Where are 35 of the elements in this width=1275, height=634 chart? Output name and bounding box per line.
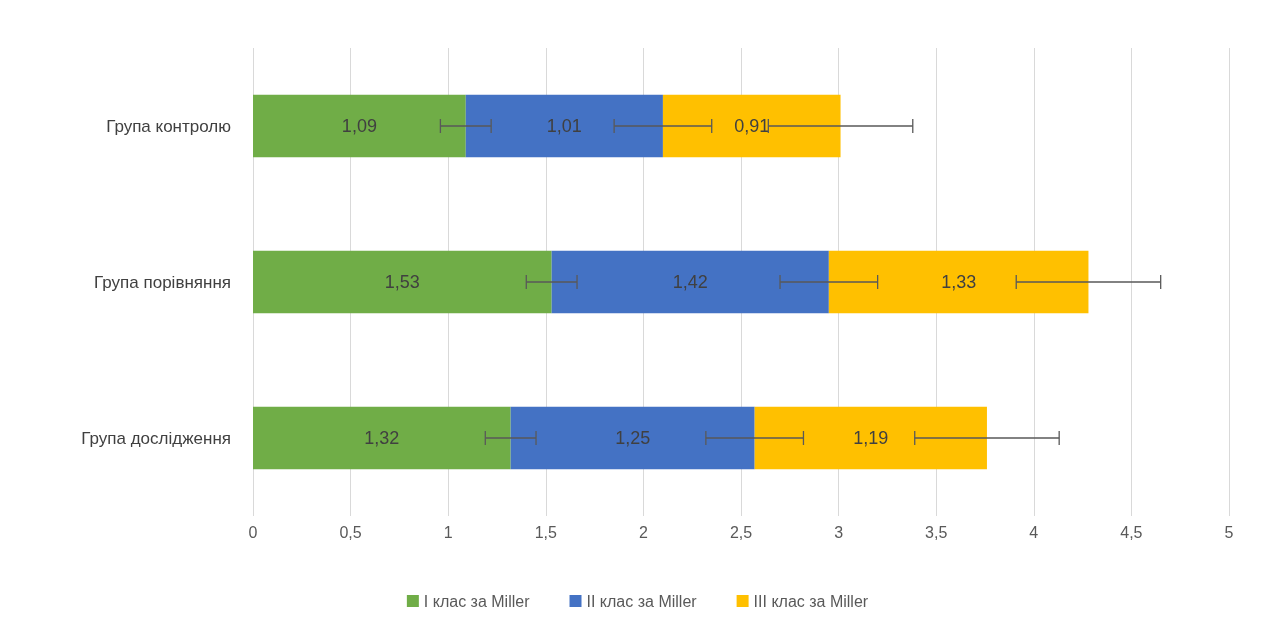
y-tick-label: Група контролю (106, 116, 232, 136)
x-tick-label: 2 (638, 523, 648, 541)
data-label: 1,53 (384, 272, 420, 292)
data-label: 1,25 (615, 428, 651, 448)
data-label: 0,91 (734, 116, 770, 136)
data-label: 1,01 (546, 116, 582, 136)
bar (510, 406, 755, 470)
bar (754, 406, 987, 470)
x-tick-label: 5 (1224, 523, 1234, 541)
y-tick-label: Група дослідження (81, 428, 231, 448)
legend-label: I клас за Miller (423, 592, 531, 610)
data-label: 1,19 (853, 428, 889, 448)
x-tick-label: 4 (1029, 523, 1039, 541)
bar (828, 250, 1089, 314)
x-tick-label: 0 (248, 523, 258, 541)
legend-label: III клас за Miller (753, 592, 869, 610)
x-tick-label: 3,5 (925, 523, 948, 541)
data-label: 1,32 (364, 428, 400, 448)
bar (662, 94, 841, 158)
bar (253, 406, 511, 470)
x-tick-label: 1,5 (534, 523, 558, 541)
y-tick-label: Група порівняння (94, 272, 231, 292)
x-tick-label: 0,5 (339, 523, 362, 541)
legend-label: II клас за Miller (586, 592, 698, 610)
x-tick-label: 2,5 (729, 523, 753, 541)
data-label: 1,42 (672, 272, 708, 292)
bar (253, 250, 552, 314)
x-tick-label: 1 (443, 523, 453, 541)
x-tick-label: 4,5 (1120, 523, 1143, 541)
bar (465, 94, 663, 158)
bar (253, 94, 466, 158)
x-tick-label: 3 (834, 523, 844, 541)
data-label: 1,33 (941, 272, 977, 292)
data-label: 1,09 (341, 116, 377, 136)
bar (551, 250, 829, 314)
